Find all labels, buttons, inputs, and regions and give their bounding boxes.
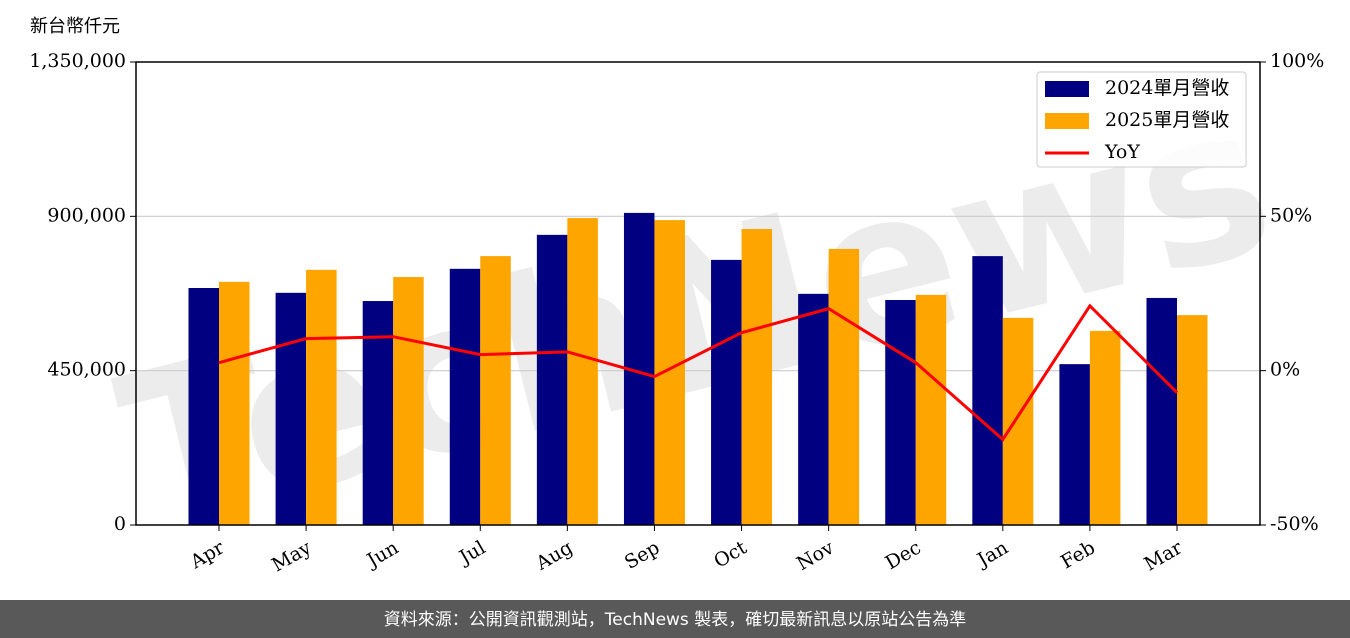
bar bbox=[711, 259, 742, 525]
bar bbox=[536, 234, 568, 525]
bar bbox=[449, 268, 481, 525]
x-tick-label: Feb bbox=[1057, 537, 1099, 574]
legend-label: 2024單月營收 bbox=[1105, 77, 1229, 99]
y-axis-label: 新台幣仟元 bbox=[30, 16, 120, 37]
bar bbox=[1146, 297, 1177, 525]
line-series bbox=[218, 303, 1179, 442]
legend-label: 2025單月營收 bbox=[1105, 109, 1229, 131]
x-tick-label: Sep bbox=[621, 537, 664, 574]
bar bbox=[1177, 315, 1208, 525]
bar bbox=[1002, 317, 1034, 525]
x-tick-label: Nov bbox=[793, 536, 838, 575]
legend-swatch bbox=[1045, 113, 1089, 129]
legend-box bbox=[1036, 71, 1247, 168]
bar bbox=[480, 256, 511, 525]
bar bbox=[828, 248, 860, 526]
x-tick-label: Jul bbox=[454, 537, 489, 570]
y-tick-label: 1,350,000 bbox=[29, 50, 126, 72]
x-tick-label: Jan bbox=[972, 537, 1012, 573]
bar bbox=[972, 256, 1003, 525]
x-tick-label: Aug bbox=[531, 537, 576, 576]
bar bbox=[275, 292, 307, 525]
bar bbox=[306, 269, 337, 525]
x-tick-label: Dec bbox=[882, 537, 925, 575]
bar bbox=[798, 293, 829, 525]
x-tick-label: Jun bbox=[362, 537, 403, 573]
bar bbox=[188, 288, 219, 525]
legend-swatch bbox=[1045, 81, 1089, 97]
bar bbox=[219, 281, 250, 525]
footer-bar bbox=[0, 600, 1350, 638]
bar bbox=[741, 229, 773, 526]
bar bbox=[567, 218, 598, 525]
y2-tick-label: -50% bbox=[1270, 513, 1319, 535]
y2-tick-label: 100% bbox=[1270, 50, 1324, 72]
y-tick-label: 900,000 bbox=[47, 204, 126, 226]
bar bbox=[393, 277, 424, 525]
x-tick-label: Mar bbox=[1140, 536, 1186, 575]
y-tick-label: 0 bbox=[114, 513, 126, 535]
y-tick-label: 450,000 bbox=[47, 359, 126, 381]
bar bbox=[885, 300, 916, 525]
source-note: 資料來源：公開資訊觀測站，TechNews 製表，確切最新訊息以原站公告為準 bbox=[384, 610, 966, 630]
y2-tick-label: 50% bbox=[1270, 204, 1312, 226]
bar bbox=[1059, 364, 1090, 525]
bar bbox=[362, 301, 394, 525]
x-tick-label: Oct bbox=[710, 536, 751, 572]
bar bbox=[1089, 330, 1121, 525]
legend-label: YoY bbox=[1104, 141, 1140, 163]
y2-tick-label: 0% bbox=[1270, 359, 1300, 381]
bar bbox=[915, 294, 947, 525]
plot-frame bbox=[135, 61, 1261, 526]
